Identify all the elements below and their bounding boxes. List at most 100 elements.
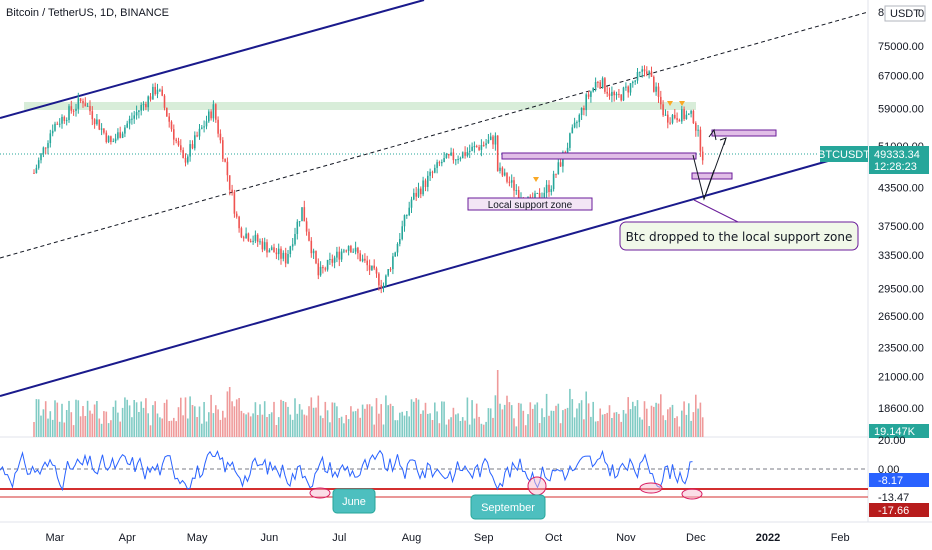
candle-body bbox=[413, 192, 415, 200]
candle-body bbox=[701, 151, 704, 161]
candle-body bbox=[471, 146, 473, 151]
volume-bar bbox=[573, 417, 576, 437]
candle-body bbox=[77, 98, 80, 109]
time-tick-label: Apr bbox=[119, 532, 136, 544]
volume-bar bbox=[557, 403, 560, 437]
volume-bar bbox=[140, 401, 142, 437]
candle-body bbox=[114, 138, 117, 142]
volume-bar bbox=[340, 416, 343, 437]
candle-body bbox=[336, 251, 338, 258]
candle-body bbox=[201, 127, 203, 129]
volume-bar bbox=[100, 423, 103, 437]
volume-bar bbox=[110, 420, 112, 437]
volume-bar bbox=[289, 414, 292, 437]
candle-body bbox=[515, 190, 518, 191]
channel-lower-line[interactable] bbox=[0, 156, 843, 397]
volume-bar bbox=[182, 415, 184, 437]
candle-body bbox=[308, 231, 310, 241]
volume-bar bbox=[564, 408, 567, 437]
time-tick-label: May bbox=[187, 532, 208, 544]
candle-body bbox=[555, 173, 557, 175]
candle-body bbox=[189, 144, 191, 157]
volume-bar bbox=[256, 415, 259, 437]
june-tag[interactable] bbox=[332, 488, 376, 514]
candle-body bbox=[590, 91, 592, 97]
candle-body bbox=[117, 132, 119, 139]
candle-body bbox=[457, 159, 459, 160]
candle-body bbox=[667, 114, 669, 123]
candle-body bbox=[217, 119, 219, 134]
volume-bar bbox=[408, 416, 410, 437]
volume-bar bbox=[375, 398, 378, 437]
volume-bar bbox=[114, 400, 117, 437]
candle-body bbox=[620, 94, 622, 101]
candle-body bbox=[107, 136, 110, 142]
candle-body bbox=[289, 246, 292, 254]
target-box-upper[interactable] bbox=[711, 129, 777, 137]
candle-body bbox=[611, 91, 613, 96]
support-zone-label-box[interactable] bbox=[467, 197, 593, 211]
volume-bar bbox=[478, 416, 480, 437]
osc-level-value: -13.47 bbox=[878, 492, 909, 504]
time-tick-label: Sep bbox=[474, 532, 494, 544]
candle-body bbox=[671, 114, 674, 123]
volume-bar bbox=[91, 413, 94, 437]
volume-bar bbox=[40, 415, 42, 437]
volume-bar bbox=[273, 401, 275, 437]
candle-body bbox=[212, 104, 215, 119]
volume-bar bbox=[233, 406, 236, 437]
candle-body bbox=[33, 172, 35, 174]
candle-body bbox=[427, 175, 429, 187]
candle-body bbox=[203, 126, 205, 128]
candle-body bbox=[683, 109, 685, 120]
volume-bar bbox=[529, 402, 532, 437]
local-support-box[interactable] bbox=[501, 152, 697, 160]
price-axis[interactable]: 75000.0067000.0059000.0051000.0043500.00… bbox=[878, 41, 924, 415]
volume-bar bbox=[541, 408, 543, 437]
candle-body bbox=[226, 161, 229, 176]
currency-button[interactable] bbox=[884, 5, 926, 22]
candle-body bbox=[499, 167, 501, 171]
price-tick-label: 67000.00 bbox=[878, 70, 924, 82]
volume-bar bbox=[163, 402, 166, 437]
volume-bar bbox=[448, 419, 450, 437]
candle-body bbox=[303, 207, 306, 222]
candle-body bbox=[627, 86, 629, 93]
volume-bar bbox=[641, 419, 643, 437]
volume-bar bbox=[671, 404, 674, 437]
time-axis[interactable]: Mar Apr May Jun Jul Aug Sep Oct Nov Dec 2022 Feb bbox=[46, 532, 850, 544]
time-tick-label: Jun bbox=[261, 532, 279, 544]
top-price-tick: 8 bbox=[878, 7, 884, 19]
candle-body bbox=[445, 154, 448, 158]
candle-body bbox=[410, 199, 413, 208]
time-tick-label: Nov bbox=[616, 532, 636, 544]
volume-bar bbox=[531, 408, 534, 437]
channel-upper-line[interactable] bbox=[0, 0, 425, 119]
callout-pointer bbox=[693, 199, 739, 223]
candle-body bbox=[247, 233, 250, 241]
candle-body bbox=[385, 275, 387, 286]
candle-body bbox=[326, 259, 329, 270]
volume-bar bbox=[487, 408, 490, 437]
candle-body bbox=[468, 150, 471, 152]
volume-bar bbox=[506, 395, 508, 437]
candle-body bbox=[550, 189, 553, 192]
candle-body bbox=[380, 285, 382, 288]
channel-mid-line[interactable] bbox=[0, 11, 869, 259]
symbol-price-tag[interactable] bbox=[820, 146, 868, 162]
candle-body bbox=[294, 234, 296, 245]
volume-bar bbox=[690, 420, 692, 437]
callout-box[interactable] bbox=[619, 221, 859, 251]
candle-body bbox=[112, 141, 115, 143]
volume-bar bbox=[513, 418, 515, 437]
volume-bar bbox=[585, 391, 587, 437]
candle-body bbox=[224, 158, 226, 162]
candle-body bbox=[315, 250, 317, 264]
september-tag[interactable] bbox=[470, 494, 546, 520]
resistance-zone[interactable] bbox=[24, 102, 696, 110]
candle-body bbox=[35, 167, 38, 174]
candle-body bbox=[138, 110, 140, 112]
volume-bar bbox=[133, 400, 135, 437]
volume-bar bbox=[662, 415, 664, 437]
